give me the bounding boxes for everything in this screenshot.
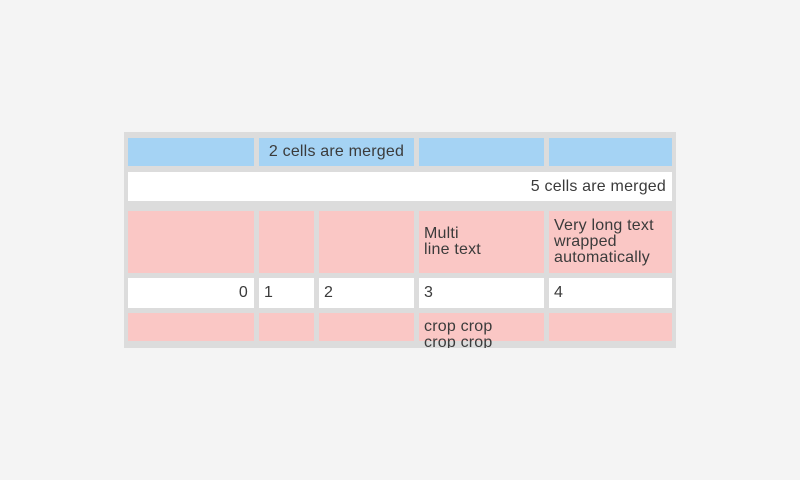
cell-r5c3[interactable] [319, 313, 414, 341]
cell-r4c3[interactable]: 2 [319, 278, 414, 308]
cell-r5c5[interactable] [549, 313, 672, 341]
cell-r1c5[interactable] [549, 138, 672, 166]
cell-r4c2[interactable]: 1 [259, 278, 314, 308]
cell-r3c2[interactable] [259, 211, 314, 273]
cell-r3c5-wrapped[interactable]: Very long text wrapped automatically [549, 211, 672, 273]
cell-r5c4-cropped[interactable]: crop crop crop crop [419, 313, 544, 348]
cell-r2-merged-5cols[interactable]: 5 cells are merged [128, 172, 672, 201]
cell-r4c5[interactable]: 4 [549, 278, 672, 308]
cell-r5c2[interactable] [259, 313, 314, 341]
cell-r3c3[interactable] [319, 211, 414, 273]
cell-r4c1[interactable]: 0 [128, 278, 254, 308]
cell-r1c4[interactable] [419, 138, 544, 166]
cell-r3c4-multiline[interactable]: Multi line text [419, 211, 544, 273]
cell-r5c1[interactable] [128, 313, 254, 341]
table-widget: 2 cells are merged 5 cells are merged Mu… [124, 132, 676, 348]
cell-r1-merged-2cols[interactable]: 2 cells are merged [259, 138, 414, 166]
cell-r3c1[interactable] [128, 211, 254, 273]
cell-r1c1[interactable] [128, 138, 254, 166]
cell-r4c4[interactable]: 3 [419, 278, 544, 308]
